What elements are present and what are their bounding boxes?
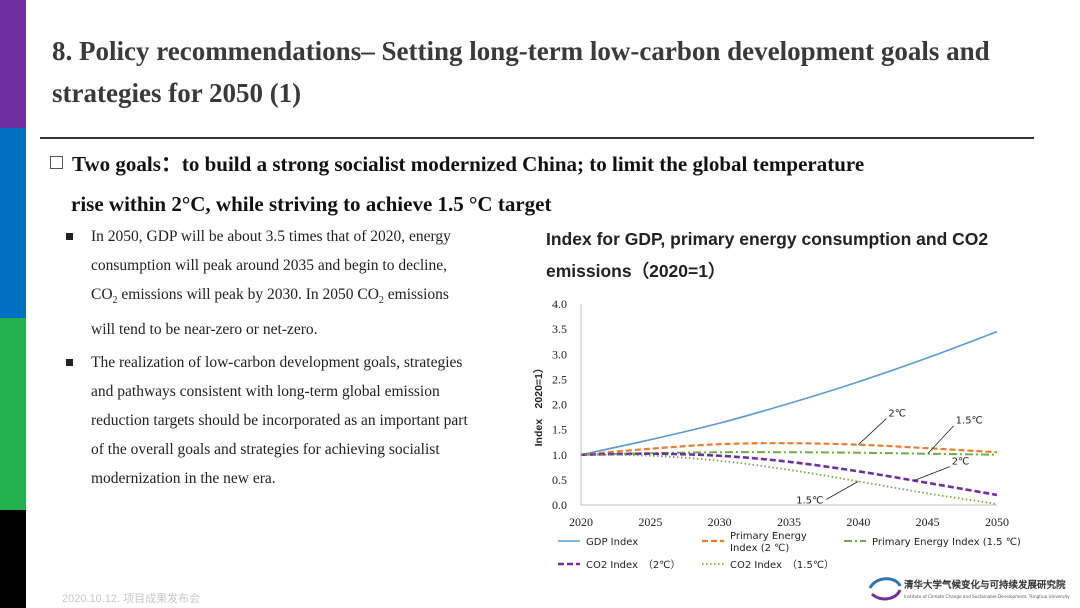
goal-line-1: Two goals：to build a strong socialist mo… — [72, 152, 865, 176]
x-tick-label: 2020 — [569, 515, 593, 529]
accent-bar-purple — [0, 0, 26, 128]
svg-text:清华大学气候变化与可持续发展研究院: 清华大学气候变化与可持续发展研究院 — [904, 579, 1066, 591]
institute-logo: 清华大学气候变化与可持续发展研究院 Institute of Climate C… — [868, 577, 1070, 601]
checkbox-bullet-icon — [50, 156, 63, 169]
y-tick-label: 0.0 — [552, 498, 567, 512]
annotation-label: 1.5℃ — [796, 495, 823, 506]
index-line-chart: 0.0 0.5 1.0 1.5 2.0 2.5 3.0 3.5 4.0 2020 2025 2030 2… — [532, 297, 1021, 571]
title-divider — [40, 137, 1034, 139]
y-tick-label: 1.0 — [552, 448, 567, 462]
y-tick-label: 0.5 — [552, 473, 567, 487]
legend-label: GDP Index — [586, 537, 638, 548]
square-bullet-icon — [66, 233, 73, 240]
x-tick-label: 2025 — [638, 515, 662, 529]
y-tick-label: 1.5 — [552, 423, 567, 437]
legend-label: Index (2 ℃) — [730, 543, 789, 554]
y-axis-label: Index 2020=1） — [532, 363, 545, 447]
chart-title: Index for GDP, primary energy consumptio… — [546, 229, 989, 281]
accent-bar-black — [0, 510, 26, 608]
annotation-label: 2℃ — [952, 457, 970, 468]
y-tick-label: 4.0 — [552, 297, 567, 311]
x-tick-label: 2045 — [916, 515, 940, 529]
bullet-list: In 2050, GDP will be about 3.5 times tha… — [66, 222, 476, 497]
goals-statement: Two goals：to build a strong socialist mo… — [50, 144, 1050, 224]
x-tick-label: 2030 — [708, 515, 732, 529]
bullet-item-2: The realization of low-carbon developmen… — [66, 348, 476, 493]
goal-line-2: rise within 2°C, while striving to achie… — [71, 192, 552, 216]
series-line-energy_2c — [580, 442, 998, 456]
square-bullet-icon — [66, 359, 73, 367]
legend-label: Primary Energy — [730, 531, 807, 542]
svg-text:Institute of Climate Change an: Institute of Climate Change and Sustaina… — [904, 594, 1070, 599]
y-tick-label: 2.0 — [552, 398, 567, 412]
y-tick-label: 3.0 — [552, 347, 567, 361]
annotation-leader — [826, 481, 859, 500]
annotation-label: 1.5℃ — [956, 416, 983, 427]
bullet-item-1: In 2050, GDP will be about 3.5 times tha… — [66, 222, 476, 344]
legend-label: CO2 Index （1.5℃） — [730, 559, 834, 571]
footer-date: 2020.10.12. 项目成果发布会 — [62, 593, 201, 605]
annotation-label: 2℃ — [888, 409, 906, 420]
series-line-co2_2c — [580, 452, 998, 497]
x-tick-label: 2035 — [777, 515, 801, 529]
accent-bar-green — [0, 318, 26, 510]
x-tick-label: 2050 — [985, 515, 1009, 529]
series-line-energy_15c — [580, 451, 998, 456]
y-tick-label: 3.5 — [552, 322, 567, 336]
x-tick-label: 2040 — [846, 515, 870, 529]
legend-label: Primary Energy Index (1.5 ℃) — [872, 537, 1021, 548]
slide-title: 8. Policy recommendations– Setting long-… — [52, 36, 990, 108]
accent-bar-blue — [0, 128, 26, 318]
annotation-leader — [858, 418, 887, 445]
annotation-leader — [913, 466, 950, 481]
series-line-co2_15c — [580, 453, 998, 505]
annotation-leader — [927, 425, 954, 455]
legend-label: CO2 Index （2℃） — [586, 559, 681, 571]
series-line-gdp — [580, 330, 998, 456]
y-tick-label: 2.5 — [552, 372, 567, 386]
